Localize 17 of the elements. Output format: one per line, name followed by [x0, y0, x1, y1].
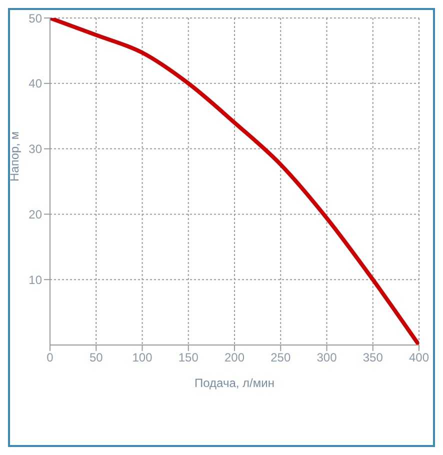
y-tick-label: 10: [28, 272, 42, 287]
y-tick-label: 50: [28, 11, 42, 26]
y-tick-label: 20: [28, 207, 42, 222]
x-tick-label: 100: [132, 350, 153, 365]
x-tick-label: 400: [408, 350, 430, 365]
x-tick-label: 300: [316, 350, 338, 365]
x-tick-label: 350: [362, 350, 384, 365]
x-tick-label: 150: [178, 350, 199, 365]
x-tick-label: 250: [270, 350, 291, 365]
y-axis-title: Напор, м: [7, 131, 22, 182]
x-tick-label: 200: [224, 350, 245, 365]
x-tick-label: 50: [89, 350, 104, 365]
x-axis-title: Подача, л/мин: [194, 376, 274, 390]
y-tick-label: 30: [28, 142, 42, 156]
frame: 0 50 100 150 200 250 300 350 400 Подача, л/мин 10 20 30 40 50 Напор, м: [8, 8, 435, 447]
y-tick-label: 40: [28, 76, 42, 91]
x-tick-label: 0: [46, 350, 54, 365]
